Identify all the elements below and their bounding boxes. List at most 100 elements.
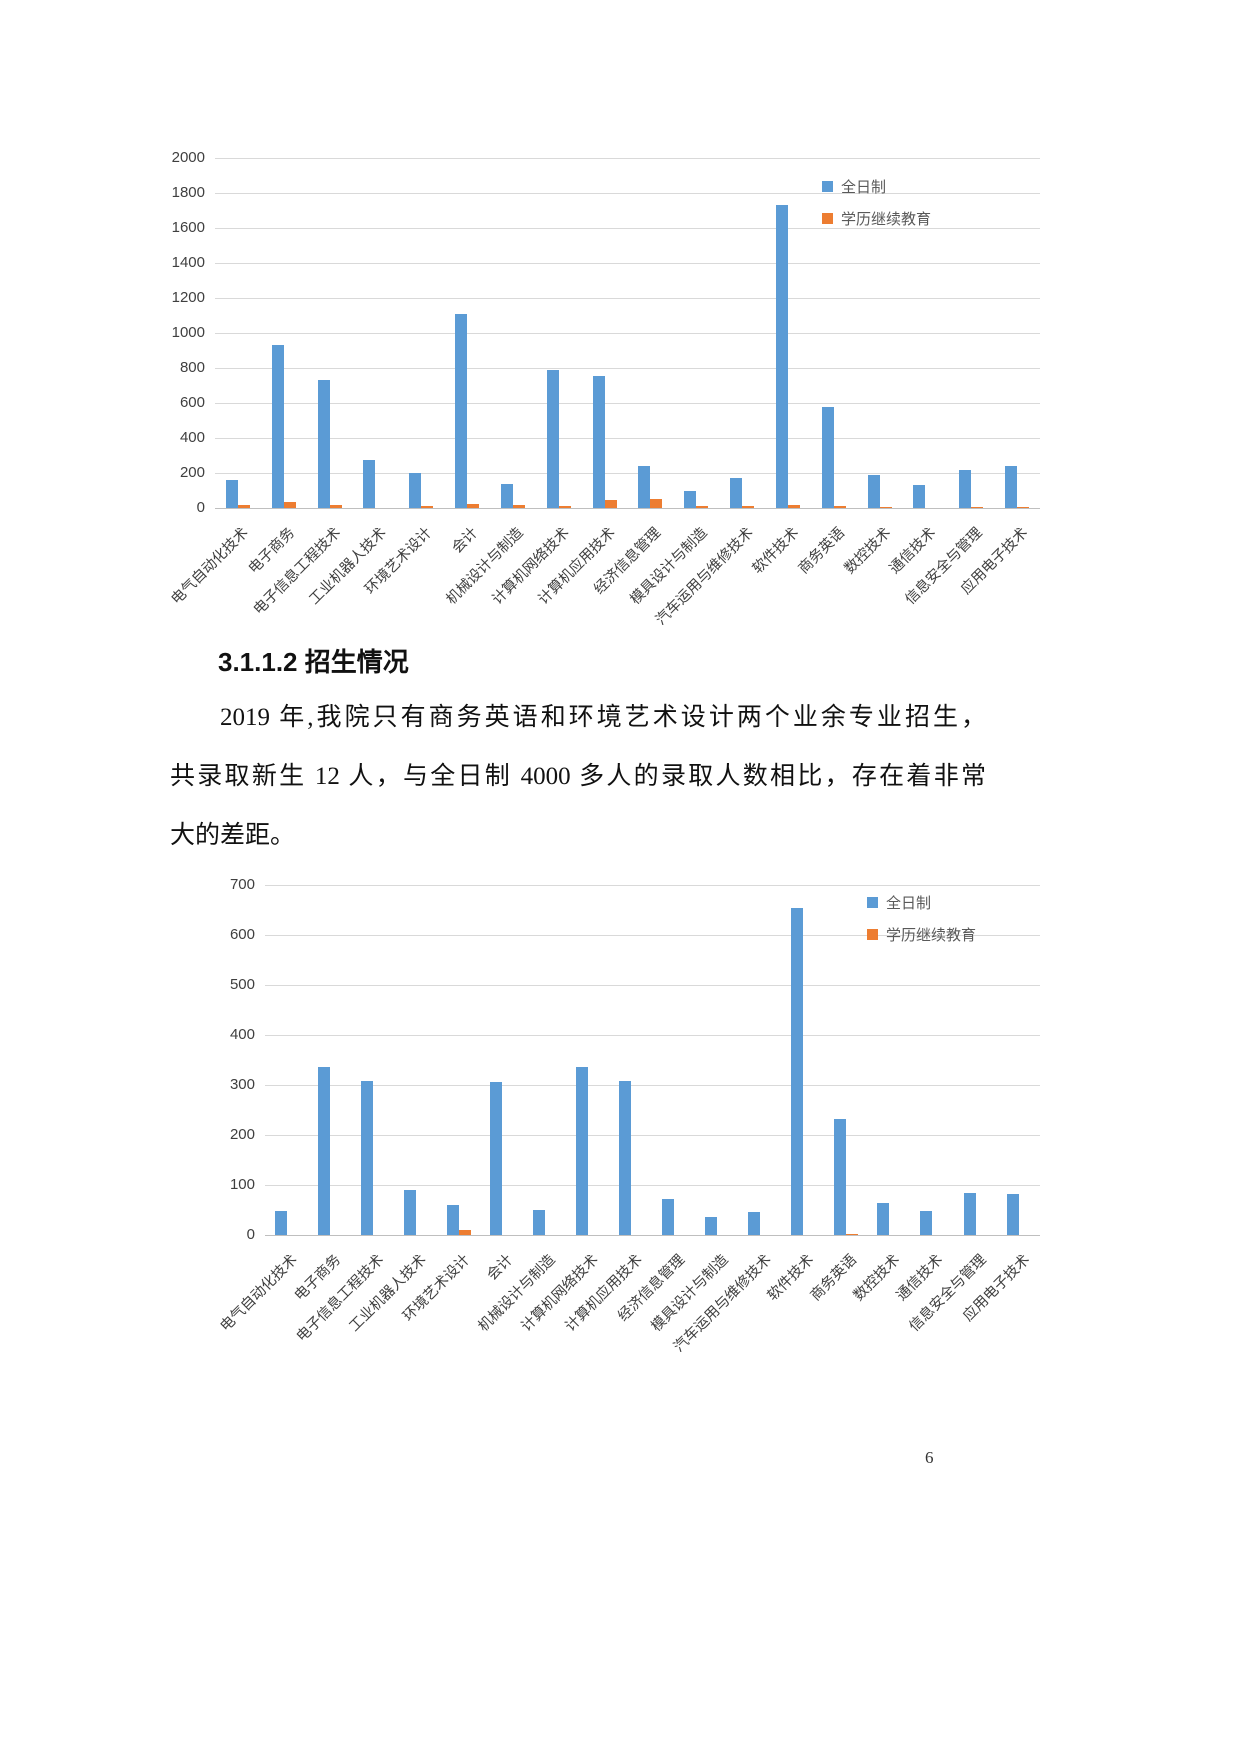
bar bbox=[512, 504, 525, 508]
bars-row bbox=[215, 158, 1040, 508]
paragraph-line: 共录取新生 12 人，与全日制 4000 多人的录取人数相比，存在着非常 bbox=[170, 763, 986, 790]
x-axis-label: 汽车运用与维修技术 bbox=[670, 1251, 775, 1356]
gridline bbox=[265, 885, 1040, 886]
bar-group bbox=[911, 885, 954, 1235]
gridline bbox=[215, 228, 1040, 229]
x-axis-label: 数控技术 bbox=[851, 1251, 904, 1305]
legend-swatch-icon bbox=[822, 181, 833, 192]
bar-group bbox=[582, 158, 628, 508]
bar-group bbox=[653, 885, 696, 1235]
x-axis-label: 应用电子技术 bbox=[958, 524, 1032, 598]
bar-group bbox=[215, 158, 261, 508]
bar bbox=[684, 490, 697, 508]
gridline bbox=[215, 473, 1040, 474]
bar-group bbox=[351, 885, 394, 1235]
bar bbox=[833, 506, 846, 508]
bar bbox=[446, 1205, 459, 1235]
plot-area bbox=[215, 158, 1040, 509]
y-axis-tick-label: 100 bbox=[229, 1176, 255, 1193]
bar-group bbox=[352, 158, 398, 508]
x-axis-label: 商务英语 bbox=[808, 1251, 861, 1305]
y-axis-tick-label: 400 bbox=[179, 429, 205, 446]
x-axis-label: 应用电子技术 bbox=[959, 1251, 1033, 1325]
bar-group bbox=[673, 158, 719, 508]
bar-group bbox=[265, 885, 308, 1235]
bar-group bbox=[739, 885, 782, 1235]
bar bbox=[650, 499, 663, 508]
bar-group bbox=[627, 158, 673, 508]
legend-item: 全日制 bbox=[867, 892, 976, 913]
bar bbox=[787, 505, 800, 508]
bar-group bbox=[610, 885, 653, 1235]
bar bbox=[730, 478, 743, 508]
y-axis-tick-label: 500 bbox=[229, 976, 255, 993]
bar bbox=[274, 1211, 287, 1235]
y-axis-tick-label: 1800 bbox=[171, 184, 205, 201]
bar bbox=[879, 506, 892, 508]
bar bbox=[225, 480, 238, 508]
y-axis-tick-label: 0 bbox=[246, 1226, 255, 1243]
bar bbox=[575, 1066, 588, 1235]
chart-legend: 全日制 学历继续教育 bbox=[822, 176, 931, 240]
legend-label: 全日制 bbox=[841, 179, 887, 196]
bar-group bbox=[765, 158, 811, 508]
page-number: 6 bbox=[925, 1448, 934, 1467]
bar bbox=[1016, 506, 1029, 508]
bar bbox=[360, 1081, 373, 1235]
gridline bbox=[215, 438, 1040, 439]
bar bbox=[877, 1202, 890, 1235]
bar bbox=[1004, 466, 1017, 508]
enrollment-chart-2019-intake: 0 100 200 300 400 500 600 700 电气自动化技术 电子商务 电子信息工程技… bbox=[218, 868, 1040, 1433]
bar bbox=[705, 1216, 718, 1235]
bar bbox=[920, 1211, 933, 1235]
y-axis-tick-label: 2000 bbox=[171, 149, 205, 166]
legend-label: 学历继续教育 bbox=[886, 927, 977, 944]
bar bbox=[959, 470, 972, 508]
x-axis-label: 商务英语 bbox=[795, 524, 848, 578]
bar bbox=[489, 1081, 502, 1235]
bar bbox=[696, 505, 709, 508]
bar bbox=[500, 484, 513, 508]
legend-label: 学历继续教育 bbox=[841, 211, 932, 228]
plot-area bbox=[265, 885, 1040, 1236]
bar bbox=[592, 375, 605, 508]
bar-group bbox=[308, 885, 351, 1235]
bar bbox=[1006, 1193, 1019, 1235]
x-axis-label: 环境艺术设计 bbox=[400, 1251, 473, 1325]
gridline bbox=[215, 368, 1040, 369]
legend-item: 学历继续教育 bbox=[822, 208, 931, 229]
bar bbox=[271, 345, 284, 508]
gridline bbox=[215, 193, 1040, 194]
gridline bbox=[265, 1135, 1040, 1136]
bar bbox=[458, 1230, 471, 1235]
bar-group bbox=[719, 158, 765, 508]
bar-group bbox=[696, 885, 739, 1235]
bar-group bbox=[954, 885, 997, 1235]
bar-group bbox=[994, 158, 1040, 508]
legend-item: 全日制 bbox=[822, 176, 931, 197]
legend-label: 全日制 bbox=[886, 895, 932, 912]
bar bbox=[662, 1199, 675, 1235]
bar-group bbox=[997, 885, 1040, 1235]
paragraph-line: 2019 年,我院只有商务英语和环境艺术设计两个业余专业招生， bbox=[220, 704, 986, 731]
bar-group bbox=[261, 158, 307, 508]
y-axis-tick-label: 0 bbox=[196, 499, 205, 516]
bar bbox=[748, 1211, 761, 1235]
bar bbox=[971, 506, 984, 508]
gridline bbox=[215, 508, 1040, 509]
y-axis-tick-label: 600 bbox=[179, 394, 205, 411]
bar bbox=[604, 500, 617, 508]
bar bbox=[846, 1234, 859, 1235]
y-axis-tick-label: 200 bbox=[229, 1126, 255, 1143]
bar-group bbox=[444, 158, 490, 508]
bar bbox=[742, 506, 755, 508]
bar bbox=[638, 466, 651, 508]
gridline bbox=[265, 1235, 1040, 1236]
legend-swatch-icon bbox=[822, 213, 833, 224]
gridline bbox=[265, 1185, 1040, 1186]
bar bbox=[775, 205, 788, 508]
bar bbox=[237, 505, 250, 508]
bar bbox=[317, 1066, 330, 1235]
legend-item: 学历继续教育 bbox=[867, 924, 976, 945]
